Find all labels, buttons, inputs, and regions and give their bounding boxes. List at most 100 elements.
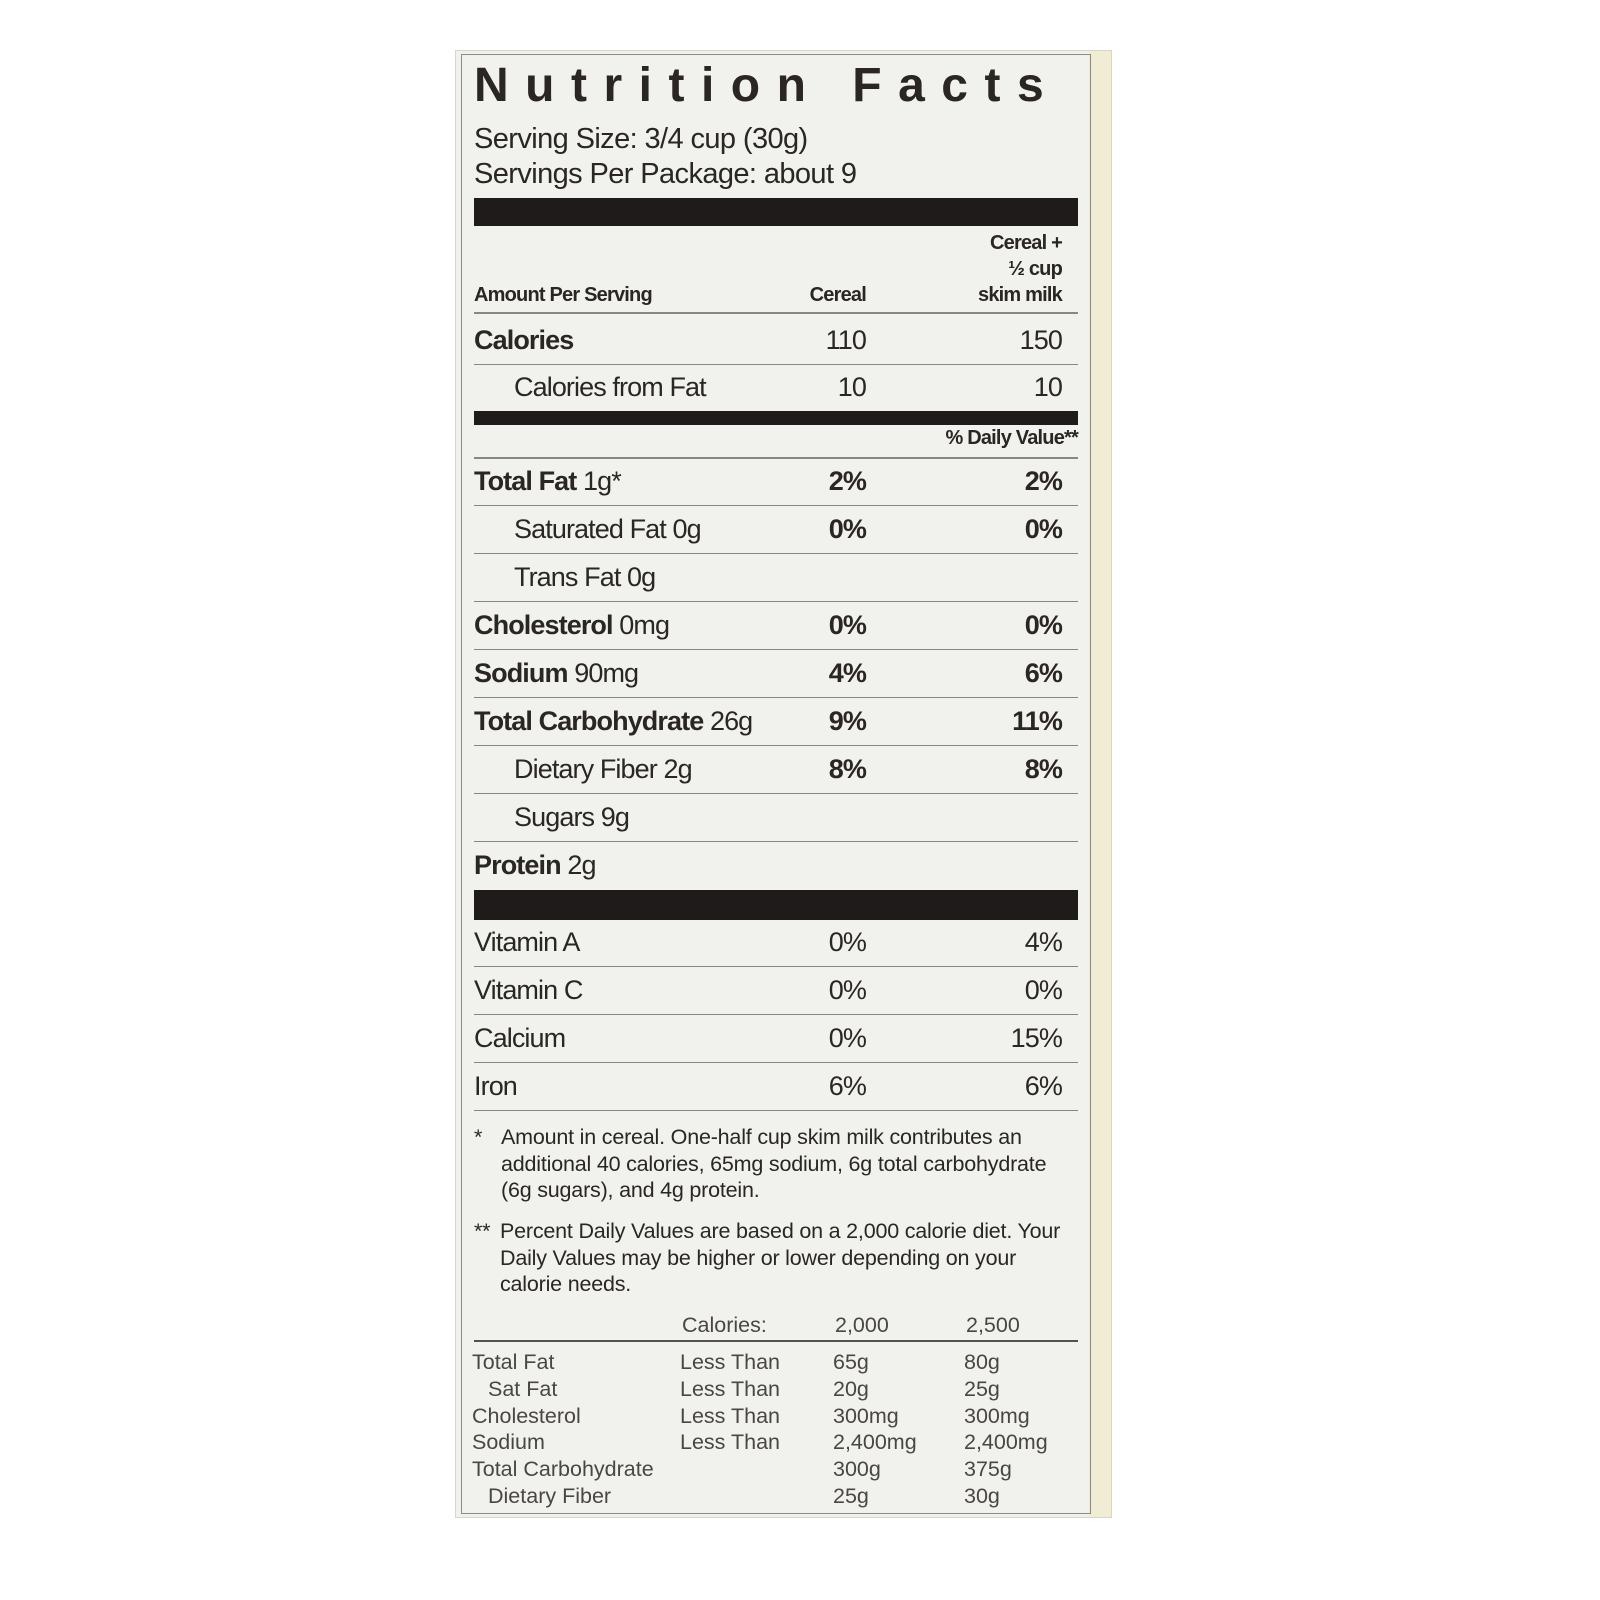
calories-label: Calories (474, 325, 574, 355)
nutrient-amount: 90mg (574, 658, 639, 688)
nutrient-name: Total Carbohydrate (474, 706, 704, 736)
divider (474, 457, 1078, 459)
dv-table-header: Calories: (682, 1313, 767, 1337)
nutrient-row: Cholesterol 0mg 0% 0% (474, 603, 1078, 650)
cereal-value: 0% (828, 927, 867, 957)
row-label: Vitamin A (474, 927, 580, 958)
nutrient-row: Trans Fat 0g (474, 555, 1078, 602)
vitamin-name: Vitamin C (474, 975, 583, 1005)
nutrient-name: Total Fat (474, 466, 577, 496)
dv-table-cell: Total Carbohydrate (472, 1457, 654, 1482)
cereal-value: 2% (828, 466, 867, 496)
nutrient-row: Dietary Fiber 2g 8% 8% (474, 747, 1078, 794)
dv-table-cell: 65g (833, 1350, 869, 1374)
dv-table-cell: Less Than (680, 1350, 781, 1374)
divider (474, 312, 1078, 314)
dv-table-cell: 375g (964, 1457, 1012, 1482)
dv-table-cell: 300mg (833, 1403, 899, 1428)
row-label: Trans Fat 0g (514, 562, 656, 593)
nutrient-row: Total Carbohydrate 26g 9% 11% (474, 699, 1078, 746)
calories-from-fat-row: Calories from Fat 10 10 (474, 365, 1078, 411)
dv-table-cell: 80g (964, 1350, 1000, 1374)
servings-per-package: Servings Per Package: about 9 (474, 158, 857, 190)
with-milk-value: 4% (1024, 927, 1063, 957)
nutrient-row: Protein 2g (474, 843, 1078, 889)
thick-divider (474, 890, 1078, 920)
nutrient-name: Cholesterol (474, 610, 614, 640)
cereal-value: 0% (828, 975, 867, 1005)
nutrient-row: Saturated Fat 0g 0% 0% (474, 507, 1078, 554)
nutrient-name: Sodium (474, 658, 569, 688)
cereal-value: 6% (828, 1071, 867, 1101)
col-milk-header-1: Cereal + (990, 232, 1063, 254)
with-milk-value: 15% (1010, 1023, 1063, 1053)
nutrient-name: Sugars (514, 802, 595, 832)
nutrient-name: Protein (474, 850, 562, 880)
row-label: Sodium 90mg (474, 658, 639, 689)
divider (474, 1340, 1078, 1342)
vitamin-row: Vitamin C 0% 0% (474, 968, 1078, 1015)
nutrition-label (455, 50, 1112, 1518)
vitamin-name: Calcium (474, 1023, 566, 1053)
with-milk-value: 2% (1024, 466, 1063, 496)
cereal-value: 0% (828, 514, 867, 544)
row-label: Calories (474, 325, 574, 356)
nutrient-amount: 0g (672, 514, 702, 544)
vitamin-name: Vitamin A (474, 927, 580, 957)
row-label: Calories from Fat (514, 372, 707, 403)
nutrient-row: Sodium 90mg 4% 6% (474, 651, 1078, 698)
dv-table-cell: Cholesterol (472, 1403, 581, 1428)
with-milk-value: 0% (1024, 975, 1063, 1005)
with-milk-value: 0% (1024, 514, 1063, 544)
cereal-value: 110 (825, 325, 867, 355)
dv-table-cell: 20g (833, 1376, 869, 1401)
dv-table-cell: 30g (964, 1484, 1000, 1508)
with-milk-value: 0% (1024, 610, 1063, 640)
nutrient-amount: 0g (627, 562, 656, 592)
cereal-value: 0% (828, 610, 867, 640)
with-milk-value: 6% (1024, 658, 1063, 688)
dv-table-cell: 300mg (964, 1403, 1030, 1428)
dv-table-cell: Dietary Fiber (488, 1484, 612, 1508)
row-label: Protein 2g (474, 850, 596, 881)
footnote-mark: * (474, 1125, 483, 1149)
dv-table-cell: 300g (833, 1457, 881, 1482)
dv-table-cell: Sodium (472, 1430, 545, 1455)
footnote-2: Percent Daily Values are based on a 2,00… (500, 1219, 1061, 1296)
vitamin-name: Iron (474, 1071, 518, 1101)
nutrient-amount: 9g (600, 802, 630, 832)
dv-table-cell: 2,400mg (833, 1430, 917, 1455)
dv-table-header: 2,500 (966, 1313, 1020, 1337)
with-milk-value: 8% (1024, 754, 1063, 784)
footnote-mark: ** (474, 1219, 491, 1243)
dv-table-cell: 25g (964, 1376, 1000, 1401)
row-label: Saturated Fat 0g (514, 514, 702, 545)
cereal-value: 0% (828, 1023, 867, 1053)
row-label: Vitamin C (474, 975, 583, 1006)
calories-from-fat-label: Calories from Fat (514, 372, 707, 402)
row-label: Cholesterol 0mg (474, 610, 670, 641)
row-label: Total Carbohydrate 26g (474, 706, 753, 737)
cereal-value: 9% (828, 706, 867, 736)
dv-table-cell: Total Fat (472, 1350, 555, 1374)
nutrient-amount: 2g (567, 850, 596, 880)
nutrient-row: Sugars 9g (474, 795, 1078, 842)
footnote-1: Amount in cereal. One-half cup skim milk… (501, 1125, 1047, 1202)
dv-table-cell: 2,400mg (964, 1430, 1048, 1455)
dv-table-cell: Less Than (680, 1430, 781, 1455)
thick-divider (474, 411, 1078, 425)
row-label: Total Fat 1g* (474, 466, 622, 497)
dv-table-header: 2,000 (835, 1313, 889, 1337)
nutrient-row: Total Fat 1g* 2% 2% (474, 459, 1078, 506)
nutrient-name: Dietary Fiber (514, 754, 658, 784)
dv-table-cell: Sat Fat (488, 1376, 558, 1401)
cereal-value: 10 (837, 372, 867, 402)
with-milk-value: 6% (1024, 1071, 1063, 1101)
nutrient-amount: 2g (663, 754, 692, 784)
dv-table-cell: Less Than (680, 1403, 781, 1428)
row-label: Sugars 9g (514, 802, 630, 833)
nutrient-amount: 26g (709, 706, 753, 736)
cereal-value: 8% (828, 754, 867, 784)
col-milk-header-2: ½ cup (1008, 258, 1063, 280)
nutrient-amount: 0mg (619, 610, 670, 640)
